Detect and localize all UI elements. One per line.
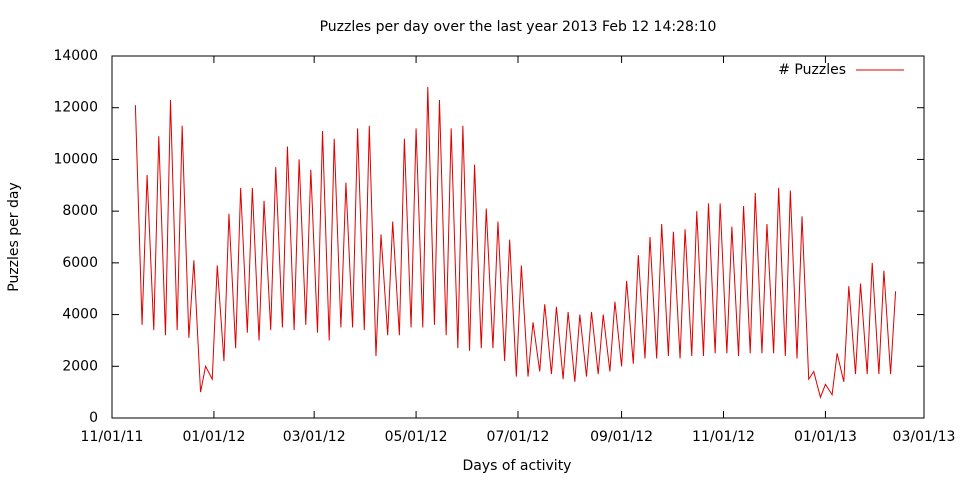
x-tick-label: 01/01/13 [794, 429, 857, 445]
x-tick-label: 09/01/12 [590, 429, 653, 445]
x-tick-label: 11/01/12 [692, 429, 755, 445]
y-tick-label: 10000 [53, 151, 98, 167]
data-line [134, 87, 897, 399]
chart-title: Puzzles per day over the last year 2013 … [320, 19, 717, 35]
x-tick-label: 11/01/11 [81, 429, 144, 445]
x-tick-label: 05/01/12 [385, 429, 448, 445]
x-tick-label: 03/01/13 [893, 429, 956, 445]
x-axis-label: Days of activity [463, 458, 572, 474]
y-tick-label: 8000 [62, 203, 98, 219]
y-tick-label: 4000 [62, 307, 98, 323]
y-tick-label: 2000 [62, 358, 98, 374]
x-tick-label: 07/01/12 [487, 429, 550, 445]
x-tick-label: 03/01/12 [283, 429, 346, 445]
y-tick-label: 12000 [53, 100, 98, 116]
y-tick-label: 14000 [53, 48, 98, 64]
y-tick-label: 0 [89, 410, 98, 426]
y-axis-label: Puzzles per day [6, 182, 22, 291]
y-tick-label: 6000 [62, 255, 98, 271]
x-tick-label: 01/01/12 [182, 429, 245, 445]
legend-label: # Puzzles [778, 62, 846, 78]
